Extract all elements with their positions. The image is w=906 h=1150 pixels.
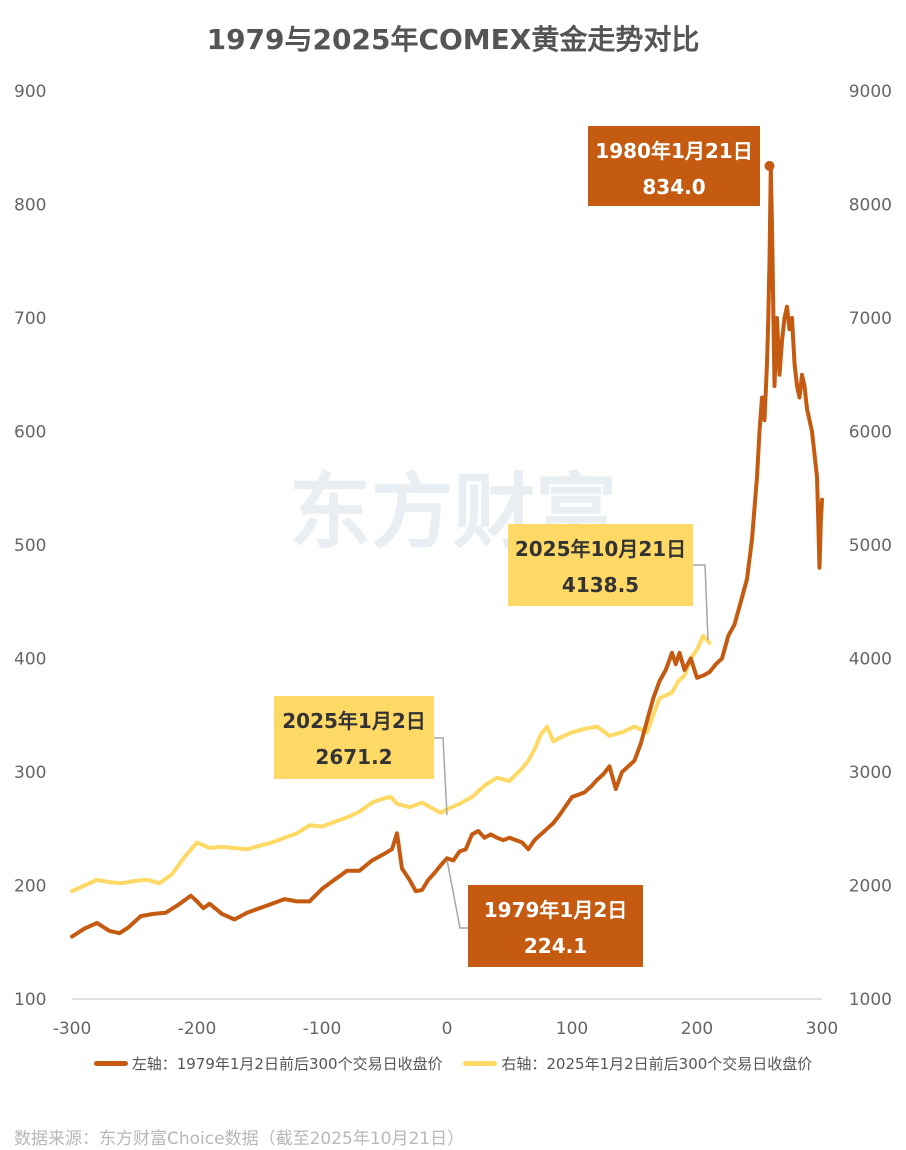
legend-label-right: 右轴：2025年1月2日前后300个交易日收盘价 xyxy=(501,1055,813,1073)
y-left-tick-label-3: 600 xyxy=(14,423,46,443)
callout-value-1: 4138.5 xyxy=(562,573,639,597)
callout-date-2: 2025年1月2日 xyxy=(282,709,426,733)
y-left-tick-label-5: 400 xyxy=(14,650,46,670)
callout-date-1: 2025年10月21日 xyxy=(515,537,686,561)
x-tick-label-0: -300 xyxy=(53,1019,92,1039)
y-right-tick-label-4: 5000 xyxy=(849,536,892,556)
legend-item-right-axis: 右轴：2025年1月2日前后300个交易日收盘价 xyxy=(463,1053,812,1074)
legend-swatch-left xyxy=(93,1061,128,1066)
y-right-tick-label-3: 6000 xyxy=(849,423,892,443)
series-layer xyxy=(70,163,824,939)
callout-box-1 xyxy=(508,524,693,606)
chart-title: 1979与2025年COMEX黄金走势对比 xyxy=(206,23,700,56)
callout-date-0: 1980年1月21日 xyxy=(595,139,752,163)
y-left-tick-label-0: 900 xyxy=(14,82,46,102)
x-tick-label-4: 100 xyxy=(556,1019,588,1039)
y-right-tick-label-5: 4000 xyxy=(849,650,892,670)
y-right-tick-label-7: 2000 xyxy=(849,877,892,897)
callout-value-0: 834.0 xyxy=(642,175,705,199)
y-right-tick-label-2: 7000 xyxy=(849,309,892,329)
legend-item-left-axis: 左轴：1979年1月2日前后300个交易日收盘价 xyxy=(93,1053,443,1074)
y-left-tick-label-4: 500 xyxy=(14,536,46,556)
annotation-layer: 1980年1月21日 834.0 2025年10月21日 4138.5 2025年1月2… xyxy=(274,126,775,967)
y-left-tick-label-7: 200 xyxy=(14,877,46,897)
axes: -300 -200 -100 0 100 200 300 900 800 700 600 500 400… xyxy=(14,82,892,1039)
y-right-tick-label-1: 8000 xyxy=(849,196,892,216)
x-tick-label-5: 200 xyxy=(681,1019,713,1039)
legend-label-left: 左轴：1979年1月2日前后300个交易日收盘价 xyxy=(131,1055,443,1073)
source-note: 数据来源：东方财富Choice数据（截至2025年10月21日） xyxy=(14,1129,465,1149)
legend: 左轴：1979年1月2日前后300个交易日收盘价 右轴：2025年1月2日前后3… xyxy=(0,1052,906,1074)
y-right-tick-label-8: 1000 xyxy=(849,990,892,1010)
x-tick-label-2: -100 xyxy=(303,1019,342,1039)
callout-leader-1 xyxy=(693,564,709,641)
peak-marker xyxy=(764,160,775,171)
callout-date-3: 1979年1月2日 xyxy=(484,898,628,922)
legend-swatch-right xyxy=(463,1061,498,1066)
callout-value-2: 2671.2 xyxy=(315,745,392,769)
callout-leader-3 xyxy=(446,859,468,929)
callout-leader-2 xyxy=(434,737,448,816)
x-tick-label-3: 0 xyxy=(442,1019,453,1039)
callout-value-3: 224.1 xyxy=(524,934,587,958)
series-line-0 xyxy=(70,163,824,939)
y-left-tick-label-6: 300 xyxy=(14,763,46,783)
callout-box-3 xyxy=(468,885,643,967)
x-tick-label-6: 300 xyxy=(806,1019,838,1039)
y-right-tick-label-6: 3000 xyxy=(849,763,892,783)
callout-box-2 xyxy=(274,696,434,779)
y-left-tick-label-8: 100 xyxy=(14,990,46,1010)
y-left-tick-label-1: 800 xyxy=(14,196,46,216)
y-left-tick-label-2: 700 xyxy=(14,309,46,329)
callout-box-0 xyxy=(588,126,760,206)
x-tick-label-1: -200 xyxy=(178,1019,217,1039)
y-right-tick-label-0: 9000 xyxy=(849,82,892,102)
series-line-1 xyxy=(70,633,712,894)
